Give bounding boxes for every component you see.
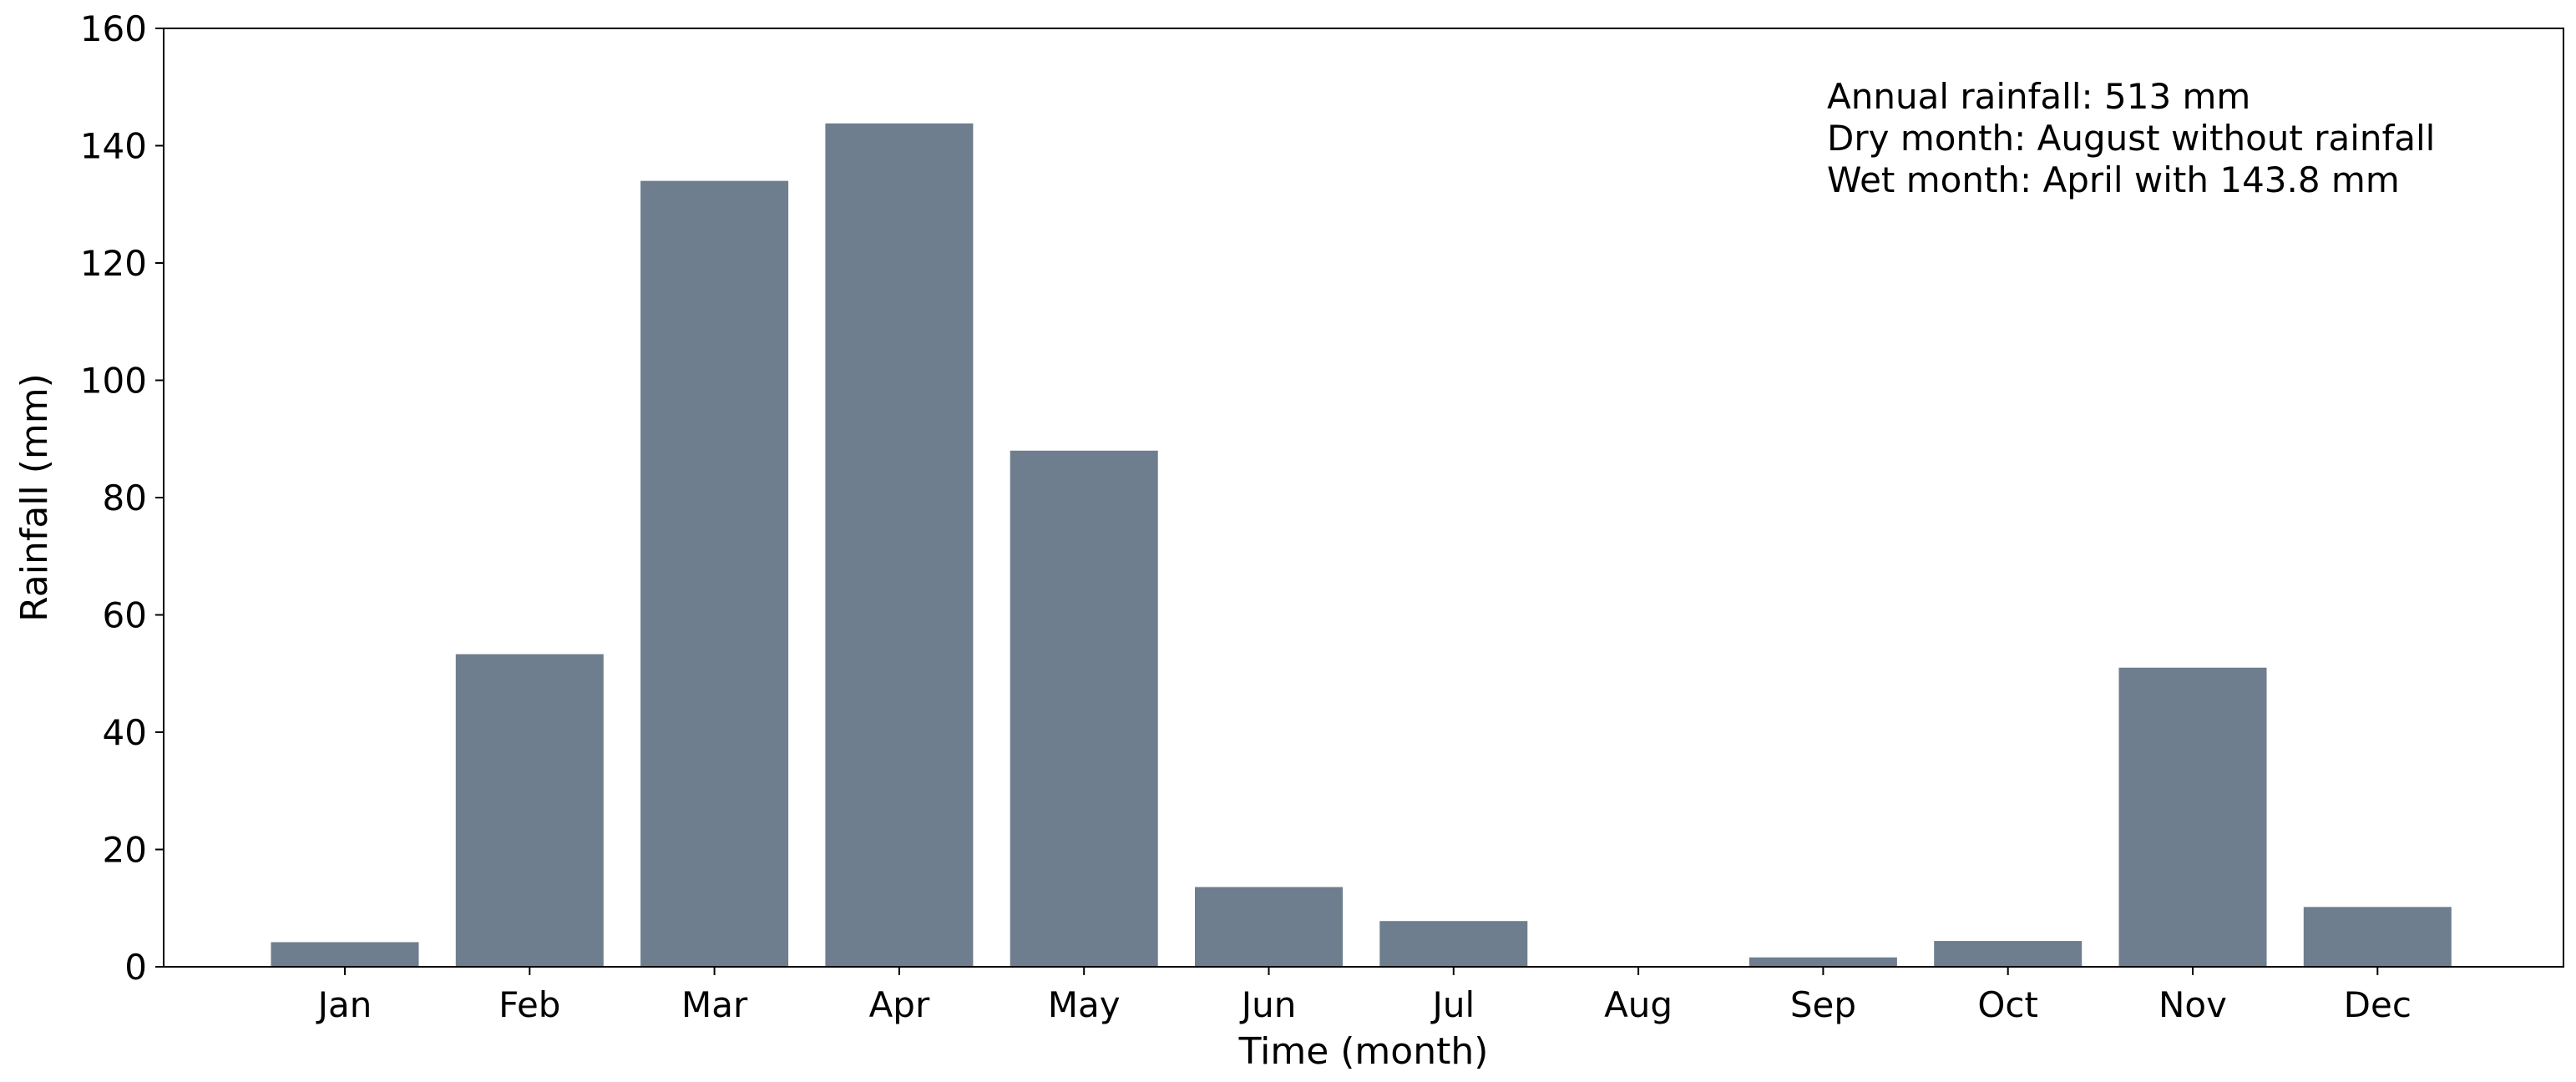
- bar-sep: [1749, 957, 1897, 967]
- y-tick-label: 40: [103, 712, 147, 753]
- y-tick-label: 120: [80, 243, 147, 284]
- y-axis-label: Rainfall (mm): [13, 373, 56, 622]
- x-tick-label: Oct: [1977, 984, 2038, 1025]
- x-tick-label: Aug: [1604, 984, 1673, 1025]
- x-tick-label: Jan: [316, 984, 372, 1025]
- x-tick-label: Apr: [869, 984, 930, 1025]
- bar-jun: [1195, 887, 1343, 967]
- x-tick-label: Jul: [1430, 984, 1475, 1025]
- x-axis-label: Time (month): [1238, 1030, 1489, 1073]
- annotation-dry-month: Dry month: August without rainfall: [1827, 118, 2435, 159]
- y-tick-label: 0: [124, 947, 147, 988]
- bar-jul: [1379, 921, 1528, 967]
- plot-frame: [163, 28, 2564, 968]
- x-tick-label: May: [1048, 984, 1121, 1025]
- bar-apr: [825, 123, 974, 967]
- y-tick-label: 60: [103, 595, 147, 636]
- y-axis-ticks: 0 20 40 60 80 100 120 140 160: [80, 8, 164, 988]
- y-tick-label: 140: [80, 126, 147, 167]
- x-axis-ticks: Jan Feb Mar Apr May Jun Jul Aug Sep Oct Nov Dec: [316, 967, 2412, 1025]
- annotation-box: Annual rainfall: 513 mm Dry month: Augus…: [1827, 76, 2435, 200]
- bars-group: [271, 123, 2452, 967]
- bar-nov: [2118, 667, 2267, 967]
- x-tick-label: Jun: [1239, 984, 1297, 1025]
- annotation-annual-rainfall: Annual rainfall: 513 mm: [1827, 76, 2250, 117]
- x-tick-label: Dec: [2344, 984, 2412, 1025]
- bar-jan: [271, 942, 419, 967]
- x-tick-label: Nov: [2158, 984, 2227, 1025]
- bar-dec: [2303, 907, 2452, 967]
- bar-feb: [455, 654, 604, 967]
- bar-may: [1010, 450, 1158, 967]
- y-tick-label: 160: [80, 8, 147, 49]
- y-tick-label: 80: [103, 478, 147, 518]
- bar-mar: [640, 180, 789, 967]
- x-tick-label: Mar: [681, 984, 748, 1025]
- y-tick-label: 100: [80, 361, 147, 402]
- bar-oct: [1934, 941, 2083, 967]
- y-tick-label: 20: [103, 830, 147, 871]
- x-tick-label: Sep: [1790, 984, 1856, 1025]
- annotation-wet-month: Wet month: April with 143.8 mm: [1827, 159, 2400, 200]
- x-tick-label: Feb: [498, 984, 560, 1025]
